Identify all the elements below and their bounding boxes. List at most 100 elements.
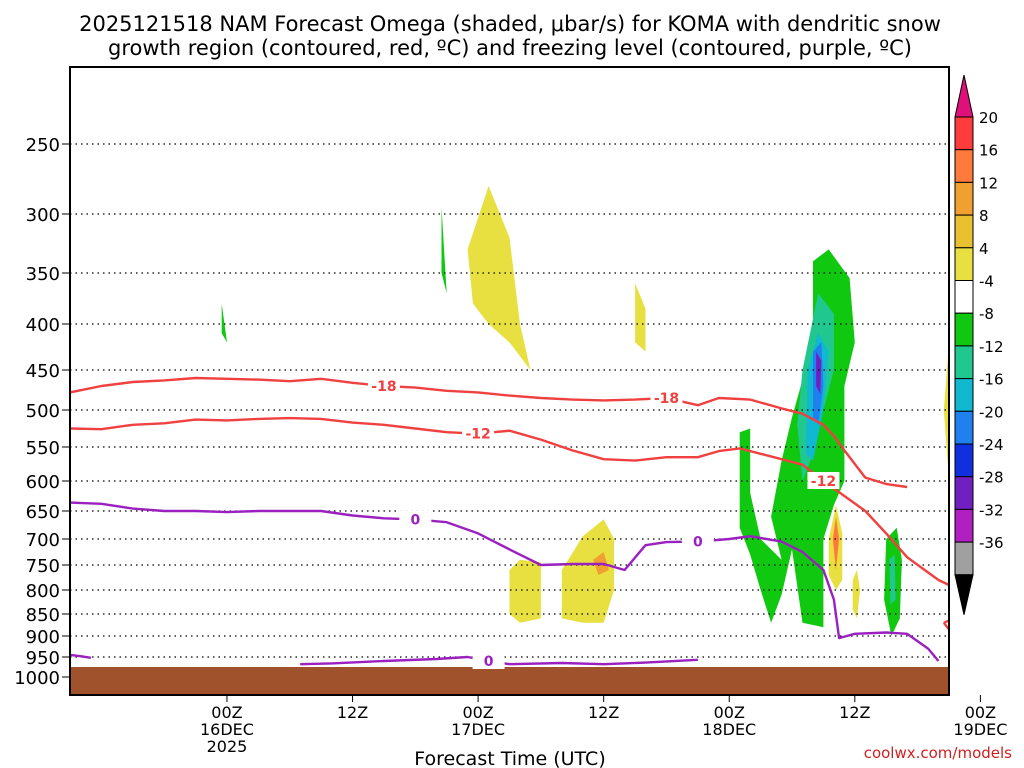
- omega-region: [832, 516, 840, 570]
- y-tick-label: 900: [26, 627, 60, 648]
- plot-frame: [69, 66, 950, 696]
- omega-region: [467, 186, 531, 370]
- colorbar-swatch: [954, 149, 974, 183]
- x-axis-label: Forecast Time (UTC): [414, 748, 605, 768]
- y-tick-label: 950: [26, 648, 60, 669]
- colorbar-label: -24: [979, 436, 1004, 454]
- colorbar-label: 12: [979, 174, 998, 192]
- contour-label-bg: [807, 472, 840, 489]
- colorbar-swatch: [954, 508, 974, 543]
- colorbar: 20 16 12 8 4 -4 -8 -12 -16 -20 -24 -28 -32 -36: [954, 74, 1004, 615]
- x-tick-label: 18DEC: [702, 720, 756, 739]
- contour-label-bg: [399, 510, 432, 528]
- omega-region: [943, 342, 949, 481]
- colorbar-swatch: [954, 410, 974, 445]
- omega-region: [852, 570, 861, 619]
- omega-region: [221, 303, 227, 343]
- y-tick-label: 400: [26, 315, 60, 336]
- colorbar-swatch: [954, 378, 974, 412]
- contour-label-bg: [472, 652, 505, 669]
- colorbar-label: 20: [979, 109, 998, 127]
- dendritic-contour: [70, 376, 908, 489]
- colorbar-label: -8: [979, 305, 994, 323]
- y-tick-label: 750: [26, 556, 60, 577]
- y-tick-label: 600: [26, 472, 60, 493]
- dendritic-contour-label: -18: [654, 391, 679, 407]
- colorbar-label: -16: [979, 371, 1004, 389]
- colorbar-swatch: [954, 214, 974, 249]
- y-axis: 2503003504004505005506006507007508008509…: [14, 135, 70, 689]
- y-tick-label: 550: [26, 438, 60, 459]
- contour-label-bg: [367, 377, 400, 394]
- colorbar-label: -36: [979, 534, 1004, 552]
- colorbar-swatch: [954, 116, 974, 151]
- contour-label-bg: [681, 532, 714, 550]
- chart-title: 2025121518 NAM Forecast Omega (shaded, μ…: [79, 12, 941, 60]
- colorbar-label: 16: [979, 142, 998, 160]
- omega-region: [561, 519, 615, 623]
- x-tick-label: 00Z: [965, 703, 996, 722]
- dendritic-contour: [70, 416, 949, 587]
- x-tick-label: 00Z: [462, 703, 493, 722]
- omega-region: [816, 351, 822, 394]
- colorbar-label: -12: [979, 338, 1004, 356]
- omega-region: [635, 283, 646, 352]
- dendritic-contour-label: -18: [371, 379, 396, 395]
- y-tick-label: 800: [26, 581, 60, 602]
- colorbar-swatch: [954, 541, 974, 576]
- colorbar-swatch: [954, 443, 974, 478]
- omega-shading: [221, 186, 949, 636]
- dendritic-contour-label: -12: [811, 474, 836, 490]
- colorbar-swatch: [954, 345, 974, 380]
- colorbar-label: 8: [979, 207, 989, 225]
- x-tick-label: 12Z: [337, 703, 368, 722]
- y-tick-label: 250: [26, 135, 60, 156]
- freezing-contour: [70, 501, 940, 662]
- colorbar-label: -28: [979, 469, 1004, 487]
- x-tick-label: 00Z: [714, 703, 745, 722]
- x-tick-label: 12Z: [588, 703, 619, 722]
- freezing-contour-label: 0: [484, 654, 494, 670]
- colorbar-swatch: [954, 476, 974, 510]
- title-line-1: 2025121518 NAM Forecast Omega (shaded, μ…: [79, 12, 941, 36]
- title-line-2: growth region (contoured, red, ºC) and f…: [108, 36, 912, 60]
- y-tick-label: 1000: [14, 668, 60, 689]
- omega-region: [889, 554, 896, 605]
- colorbar-swatch: [954, 181, 974, 216]
- colorbar-label: 4: [979, 240, 989, 258]
- x-tick-label: 12Z: [839, 703, 870, 722]
- freezing-contour-label: 0: [693, 535, 703, 551]
- y-tick-label: 650: [26, 502, 60, 523]
- contour-label-bg: [462, 424, 495, 442]
- dendritic-contour: [942, 619, 949, 631]
- x-tick-label: 16DEC: [200, 720, 254, 739]
- colorbar-bottom-arrow: [954, 574, 974, 615]
- colorbar-swatch: [954, 247, 974, 282]
- x-tick-label: 17DEC: [451, 720, 505, 739]
- colorbar-swatch: [954, 312, 974, 347]
- y-tick-label: 350: [26, 264, 60, 285]
- y-tick-label: 500: [26, 401, 60, 422]
- colorbar-swatch: [954, 280, 974, 314]
- freezing-contour: [70, 653, 92, 659]
- dendritic-contour-label: -12: [465, 427, 490, 443]
- colorbar-label: -4: [979, 273, 994, 291]
- freezing-contour-label: 0: [410, 512, 420, 528]
- credit-text: coolwx.com/models: [864, 744, 1012, 762]
- x-tick-label: 00Z: [211, 703, 242, 722]
- omega-region: [441, 207, 447, 294]
- y-tick-label: 850: [26, 605, 60, 626]
- x-tick-label: 2025: [207, 737, 248, 756]
- contour-label-bg: [650, 389, 683, 406]
- y-tick-label: 450: [26, 361, 60, 382]
- omega-region: [509, 559, 541, 623]
- terrain-surface: [70, 667, 949, 695]
- y-tick-label: 300: [26, 205, 60, 226]
- colorbar-label: -32: [979, 501, 1004, 519]
- colorbar-label: -20: [979, 403, 1004, 421]
- y-tick-label: 700: [26, 530, 60, 551]
- x-tick-label: 19DEC: [953, 720, 1007, 739]
